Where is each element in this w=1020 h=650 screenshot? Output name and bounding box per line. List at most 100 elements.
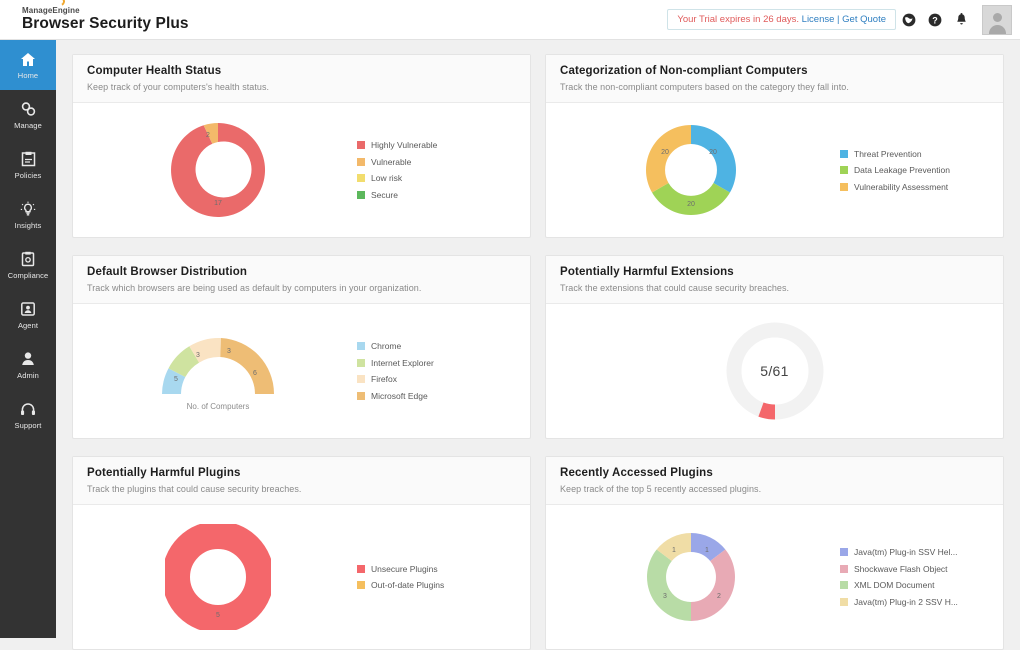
legend-item[interactable]: XML DOM Document (840, 580, 993, 590)
help-icon[interactable]: ? (922, 0, 948, 40)
legend-item[interactable]: Internet Explorer (357, 358, 520, 368)
browser-gauge-chart[interactable]: 5 3 3 6 No. of Computers (83, 304, 353, 438)
sidebar-item-policies[interactable]: Policies (0, 140, 56, 190)
user-icon (21, 351, 35, 368)
globe-icon[interactable] (896, 0, 922, 40)
legend-swatch (357, 157, 365, 166)
slice-label-internet-explorer: 3 (196, 351, 200, 358)
categorization-donut-chart[interactable]: 20 20 20 (556, 103, 826, 237)
dashboard-content: Computer Health Status Keep track of you… (56, 40, 1020, 650)
legend-item[interactable]: Vulnerability Assessment (840, 182, 993, 192)
extensions-donut-chart[interactable]: 5/61 (556, 304, 993, 438)
avatar-head (992, 12, 1002, 22)
legend-swatch (357, 391, 365, 400)
sidebar-item-agent[interactable]: Agent (0, 290, 56, 340)
sidebar-label-home: Home (17, 70, 39, 80)
get-quote-link[interactable]: Get Quote (842, 14, 886, 25)
sidebar-label-support: Support (14, 420, 42, 430)
bulb-icon (20, 201, 36, 218)
slice-label-chrome: 5 (174, 375, 178, 382)
card-subtitle: Track the extensions that could cause se… (560, 283, 790, 293)
recent-plugins-donut-chart[interactable]: 1 2 3 1 (556, 505, 826, 649)
card-header: Categorization of Non-compliant Computer… (546, 55, 1003, 103)
sidebar-item-support[interactable]: Support (0, 390, 56, 440)
card-body: 20 20 20 Threat Prevention Data Leakage … (546, 103, 1003, 237)
slice-label-vulnerability: 20 (661, 149, 669, 156)
donut-graphic: 17 2 (165, 117, 271, 223)
home-icon (20, 51, 36, 68)
card-potentially-harmful-extensions: Potentially Harmful Extensions Track the… (545, 255, 1004, 439)
legend-item[interactable]: Firefox (357, 374, 520, 384)
donut-graphic: 5 (165, 524, 271, 630)
legend-item[interactable]: Secure (357, 190, 520, 200)
license-link[interactable]: License (801, 14, 835, 25)
legend-label: Shockwave Flash Object (854, 563, 948, 574)
recent-plugins-legend: Java(tm) Plug-in SSV Hel... Shockwave Fl… (826, 547, 993, 607)
legend-item[interactable]: Chrome (357, 341, 520, 351)
legend-label: XML DOM Document (854, 580, 935, 591)
donut-graphic: 5/61 (725, 321, 825, 421)
legend-swatch (357, 190, 365, 199)
card-body: 5/61 (546, 304, 1003, 438)
brand-sup-label: ManageEngine (22, 6, 80, 16)
legend-swatch (357, 141, 365, 150)
legend-swatch (840, 166, 848, 174)
legend-item[interactable]: Data Leakage Prevention (840, 165, 993, 175)
widget-grid: Computer Health Status Keep track of you… (72, 54, 1004, 650)
card-title: Computer Health Status (87, 65, 222, 77)
legend-item[interactable]: Microsoft Edge (357, 391, 520, 401)
card-recently-accessed-plugins: Recently Accessed Plugins Keep track of … (545, 456, 1004, 650)
slice-label-vulnerable: 2 (206, 132, 210, 139)
card-title: Categorization of Non-compliant Computer… (560, 65, 808, 77)
legend-label: Chrome (371, 341, 402, 352)
legend-item[interactable]: Vulnerable (357, 157, 520, 167)
chart-axis-caption: No. of Computers (186, 401, 250, 411)
top-bar: ManageEngine Browser Security Plus Your … (0, 0, 1020, 40)
card-title: Potentially Harmful Extensions (560, 266, 734, 278)
legend-label: Highly Vulnerable (371, 140, 438, 151)
policies-icon (21, 151, 36, 168)
legend-item[interactable]: Java(tm) Plug-in 2 SSV H... (840, 597, 993, 607)
card-subtitle: Track the non-compliant computers based … (560, 82, 849, 92)
sidebar-label-manage: Manage (14, 120, 42, 130)
avatar-body (988, 24, 1006, 34)
slice-label-firefox: 3 (227, 347, 231, 354)
legend-item[interactable]: Shockwave Flash Object (840, 564, 993, 574)
app-title: Browser Security Plus (22, 15, 189, 33)
legend-item[interactable]: Low risk (357, 173, 520, 183)
card-subtitle: Keep track of your computers's health st… (87, 82, 270, 92)
sidebar-label-compliance: Compliance (7, 270, 49, 280)
legend-swatch (357, 342, 365, 351)
sidebar-item-manage[interactable]: Manage (0, 90, 56, 140)
top-bar-right: Your Trial expires in 26 days. License |… (667, 0, 1020, 39)
legend-swatch (357, 375, 365, 384)
legend-item[interactable]: Unsecure Plugins (357, 564, 520, 574)
clipboard-icon (21, 251, 35, 268)
sidebar-label-agent: Agent (17, 320, 39, 330)
card-computer-health-status: Computer Health Status Keep track of you… (72, 54, 531, 238)
card-body: 5 Unsecure Plugins Out-of-date Plugins (73, 505, 530, 649)
health-donut-chart[interactable]: 17 2 (83, 103, 353, 237)
slice-label-xml-dom: 3 (663, 593, 667, 600)
sidebar-item-admin[interactable]: Admin (0, 340, 56, 390)
card-body: 1 2 3 1 Java(tm) Plug-in SSV Hel... (546, 505, 1003, 649)
legend-label: Microsoft Edge (371, 390, 428, 401)
bell-icon[interactable] (948, 0, 974, 40)
legend-item[interactable]: Threat Prevention (840, 149, 993, 159)
card-title: Default Browser Distribution (87, 266, 248, 278)
card-header: Potentially Harmful Plugins Track the pl… (73, 457, 530, 505)
sidebar-item-insights[interactable]: Insights (0, 190, 56, 240)
card-title: Recently Accessed Plugins (560, 467, 713, 479)
plugins-donut-chart[interactable]: 5 (83, 505, 353, 649)
legend-item[interactable]: Java(tm) Plug-in SSV Hel... (840, 547, 993, 557)
app-brand: ManageEngine Browser Security Plus (0, 0, 189, 33)
sidebar-item-home[interactable]: Home (0, 40, 56, 90)
legend-item[interactable]: Highly Vulnerable (357, 140, 520, 150)
card-header: Default Browser Distribution Track which… (73, 256, 530, 304)
slice-label-java-plugin-2: 1 (672, 547, 676, 554)
legend-item[interactable]: Out-of-date Plugins (357, 580, 520, 590)
sidebar-item-compliance[interactable]: Compliance (0, 240, 56, 290)
slice-label-threat-prevention: 20 (709, 149, 717, 156)
avatar[interactable] (982, 4, 1012, 35)
legend-swatch (840, 581, 848, 590)
